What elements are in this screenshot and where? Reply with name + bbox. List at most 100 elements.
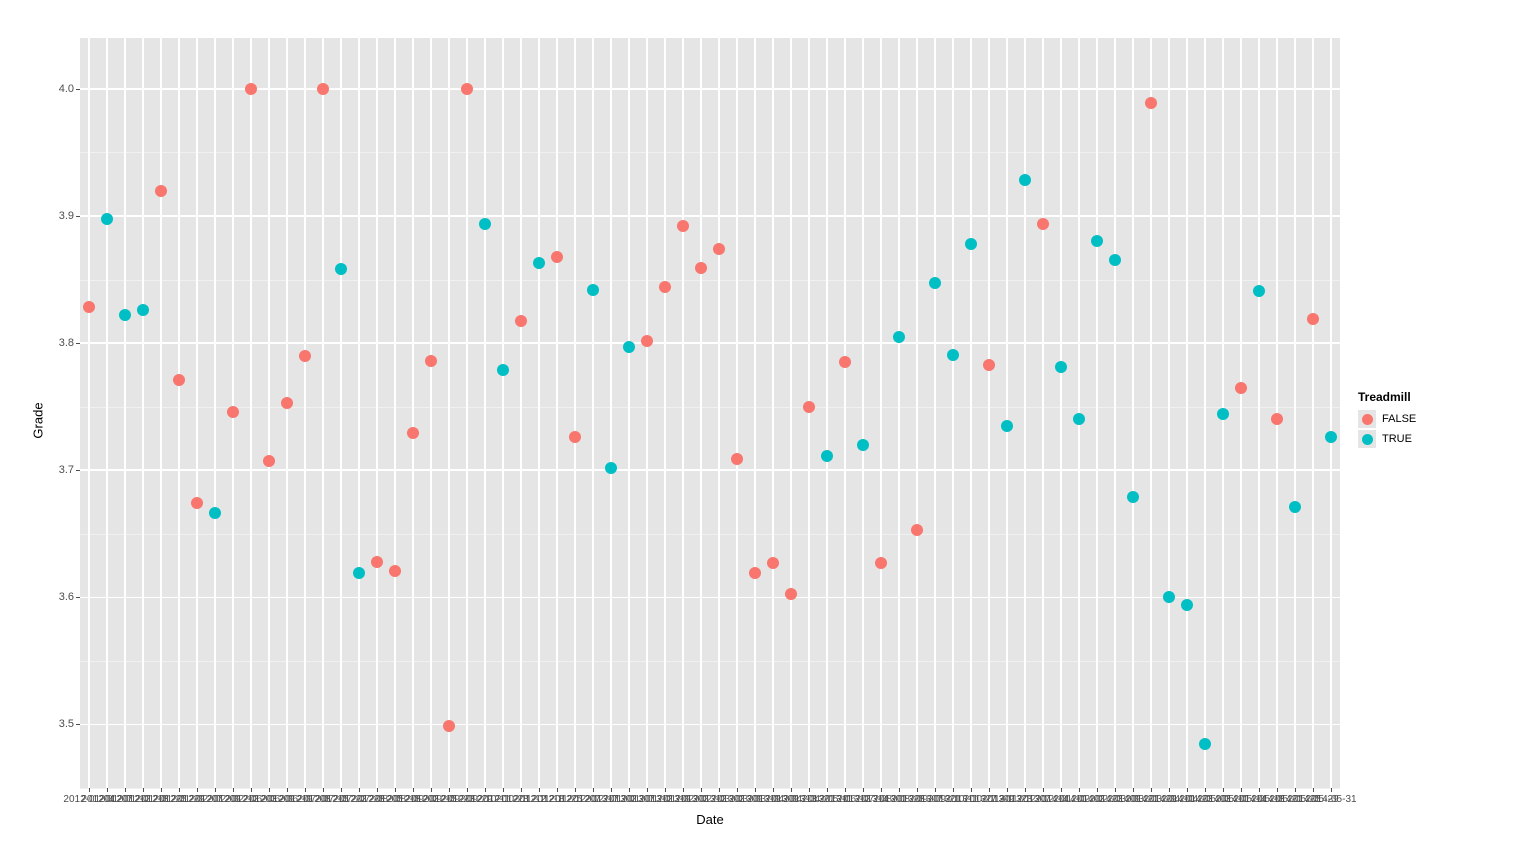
- data-point: [299, 350, 311, 362]
- legend-label: TRUE: [1382, 433, 1412, 445]
- x-tick: [449, 788, 450, 792]
- data-point: [821, 450, 833, 462]
- grid-major-v: [1096, 38, 1098, 788]
- x-tick: [359, 788, 360, 792]
- data-point: [857, 439, 869, 451]
- legend-key: [1358, 430, 1376, 448]
- x-tick: [1133, 788, 1134, 792]
- data-point: [767, 557, 779, 569]
- grid-major-v: [376, 38, 378, 788]
- x-tick: [863, 788, 864, 792]
- data-point: [839, 356, 851, 368]
- x-tick: [1313, 788, 1314, 792]
- x-tick: [503, 788, 504, 792]
- data-point: [1199, 738, 1211, 750]
- x-tick: [665, 788, 666, 792]
- data-point: [1181, 599, 1193, 611]
- x-tick: [611, 788, 612, 792]
- y-tick-label: 4.0: [50, 83, 74, 95]
- x-tick: [1025, 788, 1026, 792]
- data-point: [983, 359, 995, 371]
- grid-major-v: [718, 38, 720, 788]
- x-tick: [917, 788, 918, 792]
- y-tick-label: 3.5: [50, 718, 74, 730]
- data-point: [731, 453, 743, 465]
- x-tick: [107, 788, 108, 792]
- legend: Treadmill FALSETRUE: [1358, 390, 1416, 450]
- grid-major-v: [664, 38, 666, 788]
- data-point: [533, 257, 545, 269]
- data-point: [1271, 413, 1283, 425]
- scatter-chart: Grade Date Treadmill FALSETRUE 3.53.63.7…: [0, 0, 1520, 864]
- grid-major-v: [1024, 38, 1026, 788]
- data-point: [1145, 97, 1157, 109]
- x-tick: [737, 788, 738, 792]
- grid-major-v: [826, 38, 828, 788]
- grid-major-v: [1258, 38, 1260, 788]
- legend-dot-icon: [1362, 414, 1373, 425]
- grid-major-v: [880, 38, 882, 788]
- data-point: [101, 213, 113, 225]
- x-tick: [431, 788, 432, 792]
- x-tick: [1187, 788, 1188, 792]
- data-point: [965, 238, 977, 250]
- data-point: [1163, 591, 1175, 603]
- y-axis-title: Grade: [31, 402, 46, 438]
- grid-major-v: [160, 38, 162, 788]
- grid-major-v: [844, 38, 846, 788]
- grid-major-v: [268, 38, 270, 788]
- data-point: [641, 335, 653, 347]
- grid-major-v: [790, 38, 792, 788]
- data-point: [407, 427, 419, 439]
- grid-major-v: [1132, 38, 1134, 788]
- grid-major-v: [124, 38, 126, 788]
- x-tick: [485, 788, 486, 792]
- grid-major-v: [736, 38, 738, 788]
- grid-major-v: [934, 38, 936, 788]
- grid-major-v: [970, 38, 972, 788]
- x-tick: [521, 788, 522, 792]
- x-tick: [1169, 788, 1170, 792]
- grid-major-v: [358, 38, 360, 788]
- data-point: [227, 406, 239, 418]
- grid-major-v: [430, 38, 432, 788]
- grid-major-v: [592, 38, 594, 788]
- x-tick: [809, 788, 810, 792]
- grid-major-v: [754, 38, 756, 788]
- grid-major-v: [916, 38, 918, 788]
- legend-title: Treadmill: [1358, 390, 1416, 404]
- x-tick: [989, 788, 990, 792]
- data-point: [209, 507, 221, 519]
- data-point: [929, 277, 941, 289]
- grid-major-v: [466, 38, 468, 788]
- x-tick: [791, 788, 792, 792]
- legend-key: [1358, 410, 1376, 428]
- grid-major-v: [304, 38, 306, 788]
- data-point: [1073, 413, 1085, 425]
- grid-major-v: [340, 38, 342, 788]
- data-point: [1127, 491, 1139, 503]
- x-tick: [935, 788, 936, 792]
- data-point: [587, 284, 599, 296]
- x-tick: [1331, 788, 1332, 792]
- data-point: [83, 301, 95, 313]
- data-point: [191, 497, 203, 509]
- x-tick: [971, 788, 972, 792]
- x-tick: [395, 788, 396, 792]
- x-tick: [1061, 788, 1062, 792]
- data-point: [1325, 431, 1337, 443]
- data-point: [1019, 174, 1031, 186]
- data-point: [1055, 361, 1067, 373]
- y-tick: [76, 216, 80, 217]
- grid-major-v: [196, 38, 198, 788]
- data-point: [425, 355, 437, 367]
- data-point: [173, 374, 185, 386]
- x-tick: [1043, 788, 1044, 792]
- grid-major-v: [610, 38, 612, 788]
- data-point: [1109, 254, 1121, 266]
- legend-item: TRUE: [1358, 430, 1416, 448]
- x-tick: [251, 788, 252, 792]
- x-tick: [1205, 788, 1206, 792]
- grid-major-v: [862, 38, 864, 788]
- data-point: [659, 281, 671, 293]
